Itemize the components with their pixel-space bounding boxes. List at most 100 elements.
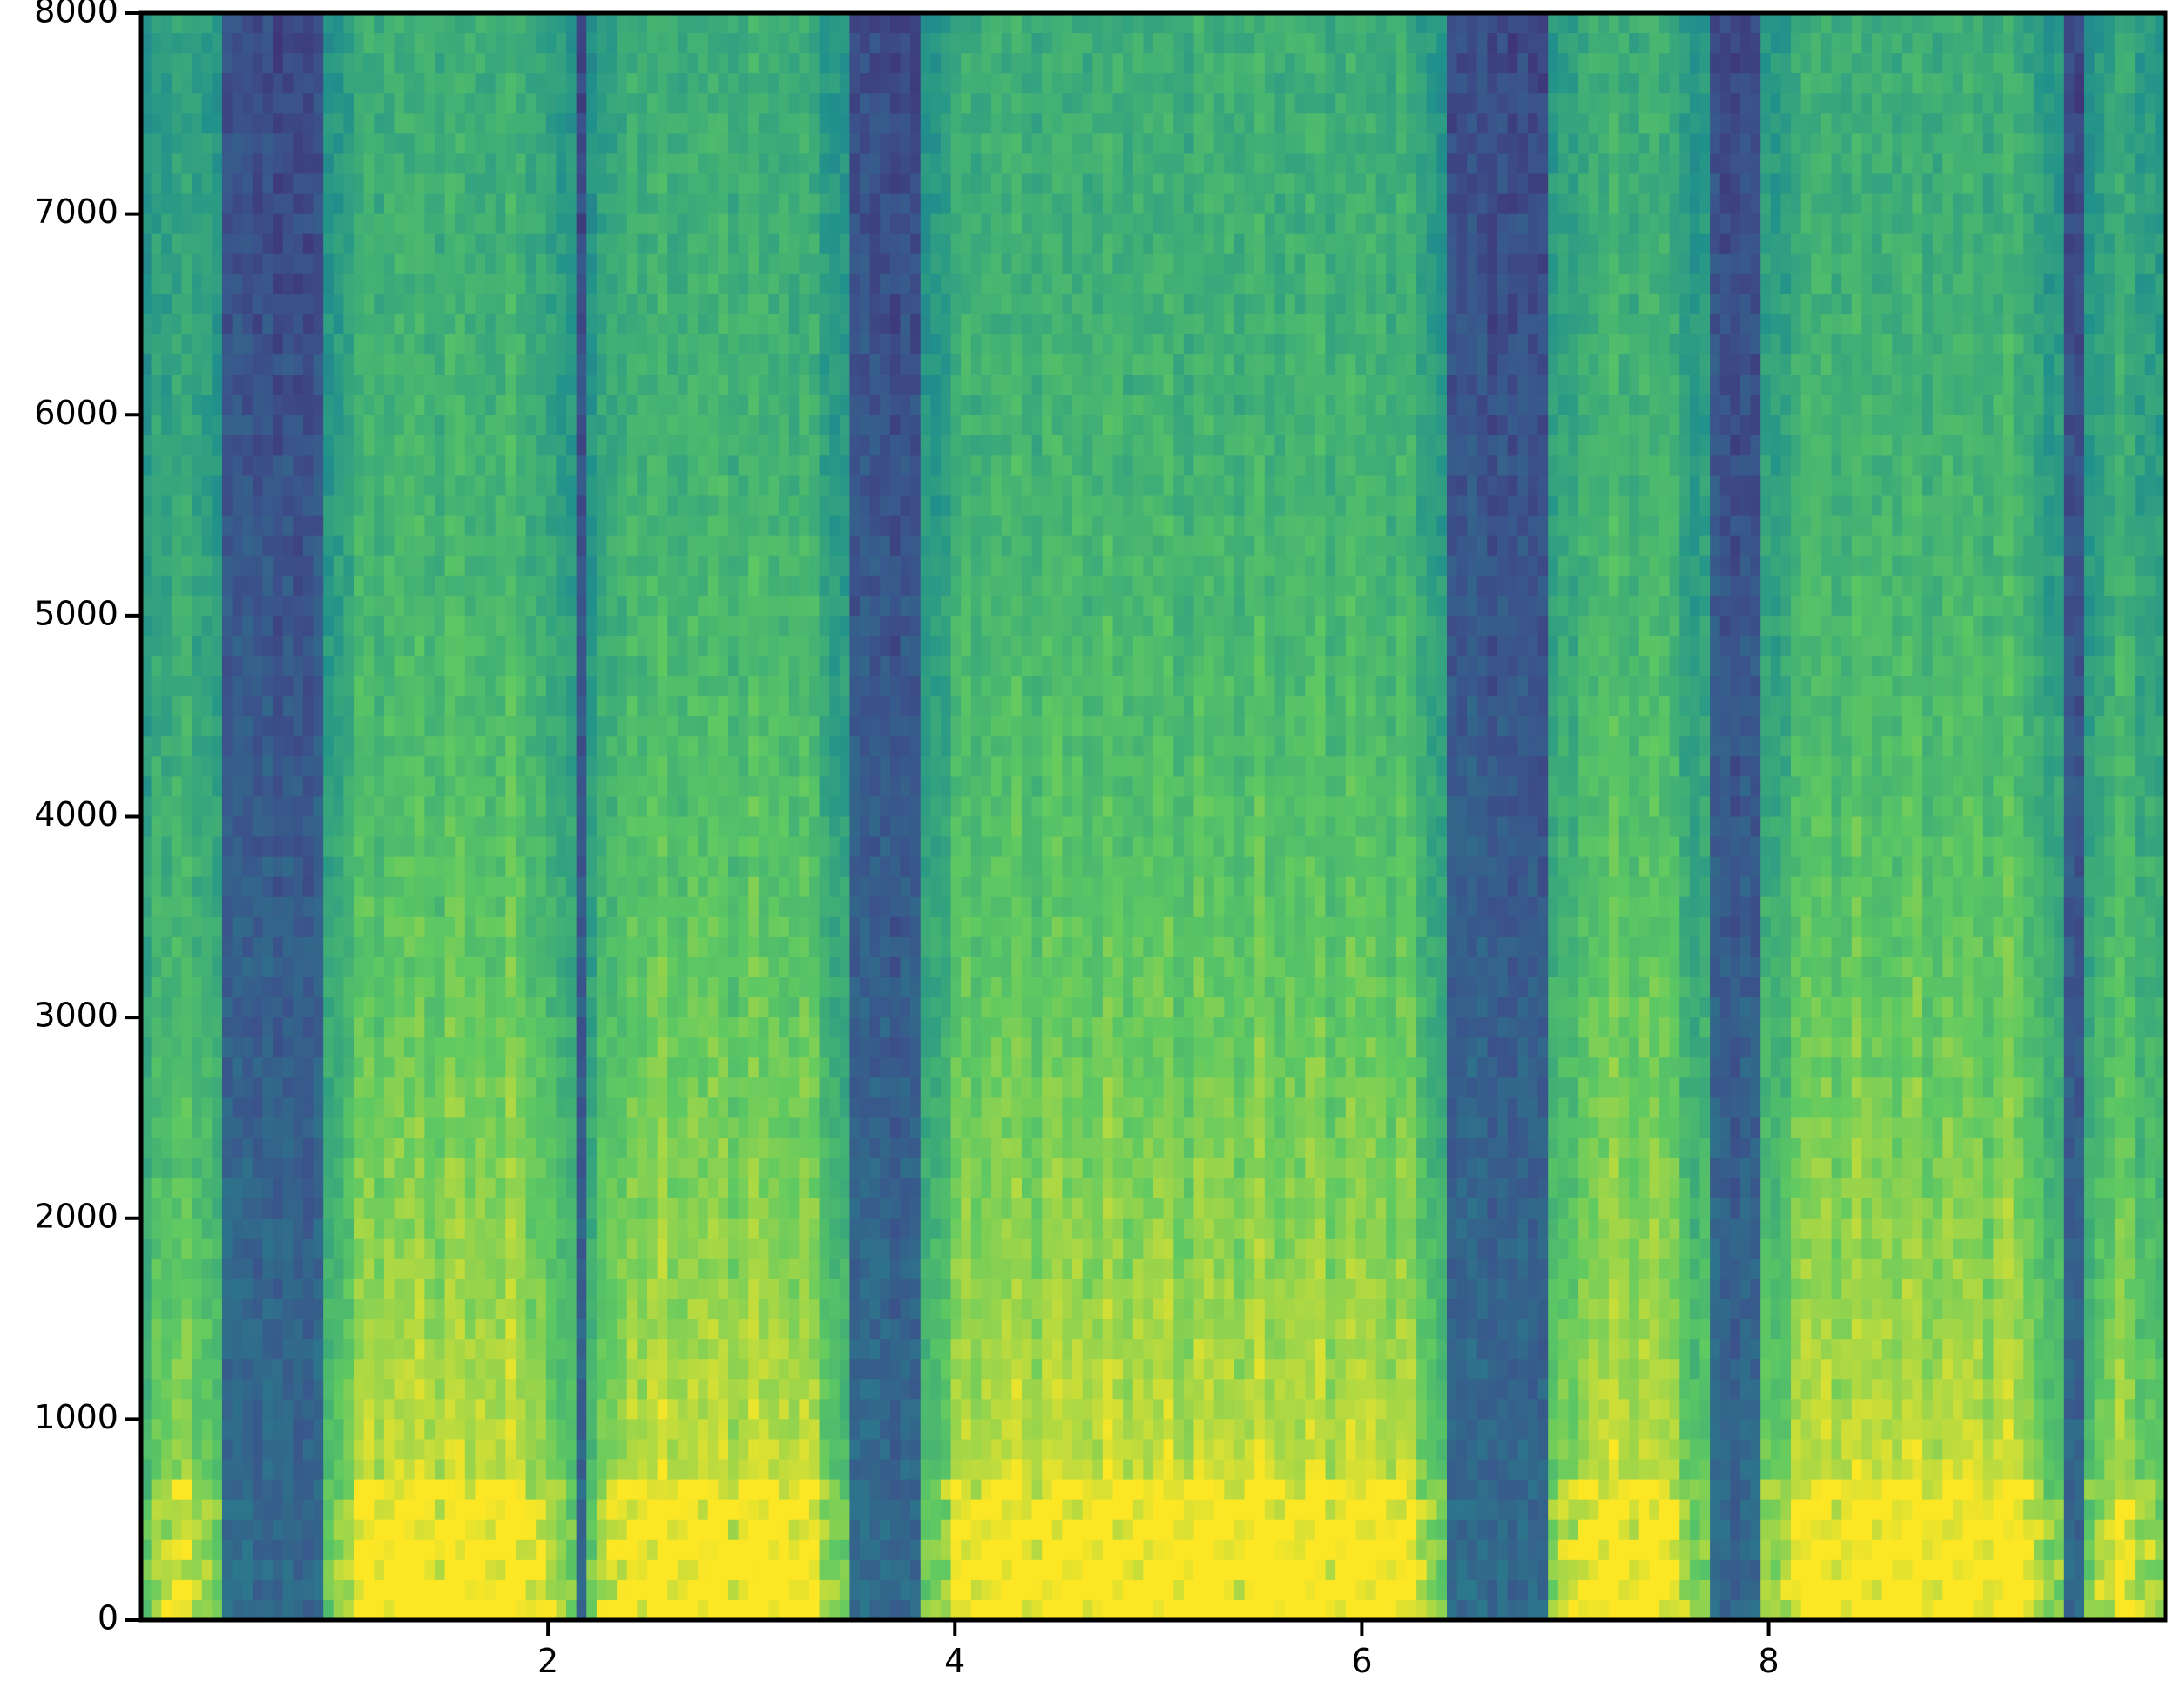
heatmap-cell	[627, 636, 638, 657]
heatmap-cell	[404, 877, 415, 898]
heatmap-cell	[374, 1057, 384, 1078]
heatmap-cell	[536, 274, 546, 295]
heatmap-cell	[161, 1178, 172, 1199]
heatmap-cell	[647, 1138, 658, 1159]
heatmap-cell	[323, 877, 334, 898]
heatmap-cell	[233, 997, 243, 1018]
heatmap-cell	[647, 977, 658, 998]
heatmap-cell	[253, 1600, 263, 1621]
heatmap-cell	[728, 556, 739, 577]
heatmap-cell	[222, 516, 233, 537]
heatmap-cell	[536, 214, 546, 235]
heatmap-cell	[445, 1239, 456, 1259]
heatmap-cell	[647, 1600, 658, 1621]
heatmap-cell	[334, 877, 344, 898]
heatmap-cell	[566, 1359, 577, 1380]
heatmap-cell	[566, 254, 577, 275]
heatmap-cell	[435, 656, 445, 677]
heatmap-cell	[546, 556, 557, 577]
heatmap-cell	[152, 636, 162, 657]
heatmap-cell	[759, 1259, 769, 1279]
heatmap-cell	[536, 1178, 546, 1199]
heatmap-cell	[161, 1239, 172, 1259]
heatmap-cell	[678, 977, 688, 998]
heatmap-cell	[283, 756, 294, 777]
heatmap-cell	[698, 716, 708, 737]
heatmap-cell	[658, 1219, 668, 1239]
heatmap-cell	[687, 977, 698, 998]
heatmap-cell	[577, 977, 587, 998]
heatmap-cell	[233, 556, 243, 577]
heatmap-cell	[627, 1600, 638, 1621]
heatmap-cell	[455, 113, 465, 134]
heatmap-cell	[627, 957, 638, 978]
heatmap-cell	[607, 435, 618, 456]
heatmap-cell	[212, 1520, 222, 1541]
heatmap-cell	[739, 1359, 749, 1380]
heatmap-cell	[546, 897, 557, 918]
heatmap-cell	[728, 736, 739, 757]
heatmap-cell	[556, 1339, 566, 1360]
heatmap-cell	[739, 997, 749, 1018]
heatmap-cell	[222, 294, 233, 315]
heatmap-cell	[395, 1560, 405, 1581]
heatmap-cell	[475, 536, 485, 557]
heatmap-cell	[759, 1077, 769, 1098]
heatmap-cell	[577, 536, 587, 557]
heatmap-cell	[546, 656, 557, 677]
heatmap-cell	[253, 937, 263, 958]
heatmap-cell	[395, 455, 405, 476]
heatmap-cell	[343, 354, 354, 375]
heatmap-cell	[445, 1560, 456, 1581]
heatmap-cell	[607, 1198, 618, 1219]
heatmap-cell	[728, 977, 739, 998]
heatmap-cell	[718, 1560, 728, 1581]
heatmap-cell	[556, 375, 566, 395]
heatmap-cell	[708, 1560, 719, 1581]
heatmap-cell	[617, 796, 627, 817]
heatmap-cell	[384, 716, 395, 737]
heatmap-cell	[222, 1379, 233, 1400]
heatmap-cell	[465, 415, 476, 435]
heatmap-cell	[556, 334, 566, 355]
heatmap-cell	[181, 796, 192, 817]
heatmap-cell	[161, 153, 172, 174]
heatmap-cell	[172, 1419, 182, 1440]
heatmap-cell	[485, 1379, 496, 1400]
heatmap-cell	[739, 516, 749, 537]
heatmap-cell	[424, 375, 435, 395]
heatmap-cell	[404, 1359, 415, 1380]
heatmap-cell	[496, 877, 506, 898]
heatmap-cell	[496, 977, 506, 998]
heatmap-cell	[395, 656, 405, 677]
heatmap-cell	[192, 1138, 202, 1159]
heatmap-cell	[516, 1219, 526, 1239]
heatmap-cell	[505, 696, 516, 717]
heatmap-cell	[404, 496, 415, 516]
heatmap-cell	[556, 576, 566, 597]
heatmap-cell	[505, 977, 516, 998]
heatmap-cell	[759, 113, 769, 134]
heatmap-cell	[485, 997, 496, 1018]
heatmap-cell	[181, 1299, 192, 1320]
heatmap-cell	[242, 1259, 253, 1279]
heatmap-cell	[374, 516, 384, 537]
heatmap-cell	[607, 1339, 618, 1360]
heatmap-cell	[334, 153, 344, 174]
heatmap-cell	[222, 957, 233, 978]
heatmap-cell	[202, 1500, 213, 1521]
heatmap-cell	[708, 395, 719, 415]
heatmap-cell	[343, 1299, 354, 1320]
heatmap-cell	[253, 997, 263, 1018]
heatmap-cell	[586, 897, 597, 918]
heatmap-cell	[485, 1239, 496, 1259]
heatmap-cell	[354, 33, 364, 54]
heatmap-cell	[586, 1540, 597, 1561]
heatmap-cell	[739, 837, 749, 858]
heatmap-cell	[698, 395, 708, 415]
heatmap-cell	[759, 1540, 769, 1561]
heatmap-cell	[222, 174, 233, 195]
heatmap-cell	[526, 837, 537, 858]
heatmap-cell	[192, 435, 202, 456]
heatmap-cell	[465, 997, 476, 1018]
